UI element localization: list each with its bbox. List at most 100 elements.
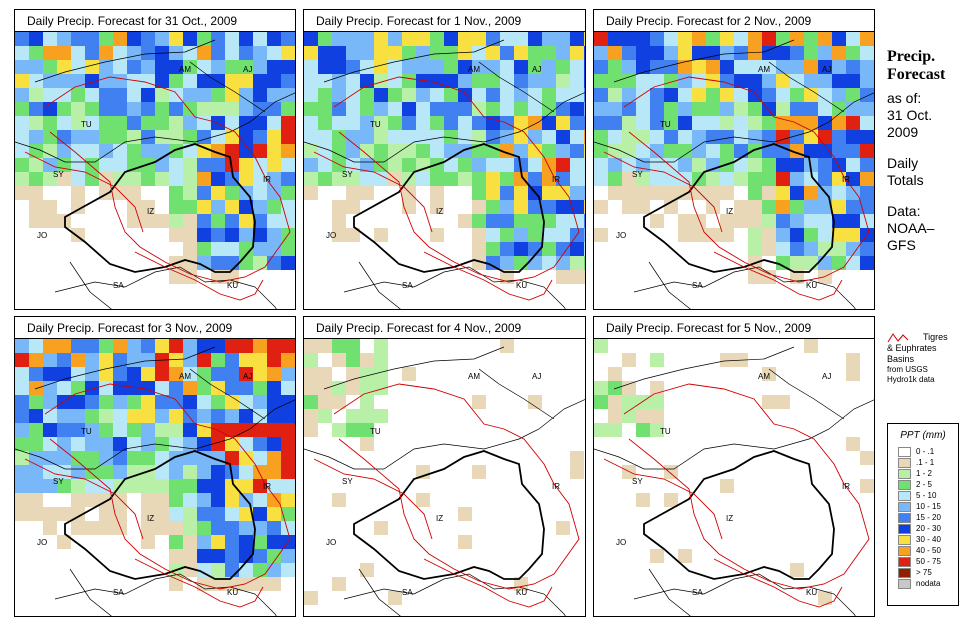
precip-cell bbox=[636, 116, 650, 130]
precip-cell bbox=[99, 158, 113, 172]
precip-cell bbox=[388, 116, 402, 130]
precip-cell bbox=[608, 144, 622, 158]
precip-cell bbox=[430, 116, 444, 130]
precip-cell bbox=[155, 423, 169, 437]
country-border bbox=[358, 568, 401, 616]
precip-cell bbox=[57, 339, 71, 353]
precip-cell bbox=[678, 228, 692, 242]
precip-cell bbox=[860, 130, 874, 144]
precip-cell bbox=[127, 144, 141, 158]
precip-cell bbox=[225, 88, 239, 102]
precip-cell bbox=[197, 88, 211, 102]
map-svg: AM AJ TU SY IR JO SA KU IZ bbox=[594, 339, 874, 616]
precip-cell bbox=[281, 353, 295, 367]
precip-cell bbox=[734, 88, 748, 102]
precip-cell bbox=[584, 102, 585, 116]
forecast-panel-4: Daily Precip. Forecast for 3 Nov., 2009 … bbox=[14, 316, 296, 617]
precip-cell bbox=[15, 102, 29, 116]
precip-cell bbox=[155, 437, 169, 451]
panel-title: Daily Precip. Forecast for 3 Nov., 2009 bbox=[15, 317, 295, 339]
precip-cell bbox=[15, 74, 29, 88]
precip-cell bbox=[650, 116, 664, 130]
precip-cell bbox=[197, 102, 211, 116]
precip-cell bbox=[71, 521, 85, 535]
precip-cell bbox=[556, 200, 570, 214]
precip-cell bbox=[85, 409, 99, 423]
precip-cell bbox=[267, 493, 281, 507]
basin-outline bbox=[333, 76, 580, 283]
precip-cell bbox=[43, 367, 57, 381]
precip-cell bbox=[500, 242, 514, 256]
precip-cell bbox=[304, 409, 318, 423]
precip-cell bbox=[584, 242, 585, 256]
precip-cell bbox=[183, 88, 197, 102]
precip-cell bbox=[776, 172, 790, 186]
precip-cell bbox=[99, 409, 113, 423]
precip-cell bbox=[748, 200, 762, 214]
basin-outline bbox=[713, 558, 843, 608]
precip-cell bbox=[253, 465, 267, 479]
precip-cell bbox=[113, 423, 127, 437]
precip-cell bbox=[594, 423, 608, 437]
precip-cell bbox=[141, 423, 155, 437]
precip-cell bbox=[57, 367, 71, 381]
precip-cell bbox=[127, 409, 141, 423]
precip-cell bbox=[570, 144, 584, 158]
precip-cell bbox=[374, 367, 388, 381]
precip-cell bbox=[776, 74, 790, 88]
precip-cell bbox=[225, 367, 239, 381]
precip-cell bbox=[360, 381, 374, 395]
ppt-legend-title: PPT (mm) bbox=[900, 430, 946, 441]
precip-cell bbox=[692, 102, 706, 116]
precip-cell bbox=[29, 102, 43, 116]
precip-cell bbox=[346, 172, 360, 186]
precip-cell bbox=[346, 60, 360, 74]
precip-cell bbox=[542, 46, 556, 60]
precip-cell bbox=[281, 186, 295, 200]
precip-cell bbox=[141, 353, 155, 367]
precip-cell bbox=[706, 144, 720, 158]
precip-cell bbox=[790, 158, 804, 172]
precip-cell bbox=[239, 381, 253, 395]
precip-cell bbox=[444, 116, 458, 130]
country-border bbox=[34, 39, 216, 83]
daily-line2: Totals bbox=[887, 172, 924, 188]
precip-cell bbox=[832, 116, 846, 130]
precip-cell bbox=[594, 130, 608, 144]
precip-cell bbox=[608, 88, 622, 102]
legend-swatch bbox=[898, 457, 911, 468]
precip-cell bbox=[183, 395, 197, 409]
precip-cell bbox=[239, 116, 253, 130]
precip-cell bbox=[29, 437, 43, 451]
precip-cell bbox=[402, 102, 416, 116]
precip-cell bbox=[542, 256, 556, 270]
precip-cell bbox=[584, 116, 585, 130]
precip-cell bbox=[514, 88, 528, 102]
country-border bbox=[323, 39, 505, 83]
precip-cell bbox=[472, 200, 486, 214]
precip-cell bbox=[444, 158, 458, 172]
precip-cell bbox=[650, 46, 664, 60]
legend-label: .1 - 1 bbox=[916, 458, 935, 467]
precip-map: AM AJ TU SY IR JO SA KU IZ bbox=[304, 32, 585, 309]
precip-cell bbox=[734, 130, 748, 144]
precip-cell bbox=[542, 74, 556, 88]
precip-cell bbox=[57, 172, 71, 186]
precip-map: AM AJ TU SY IR JO SA KU IZ bbox=[594, 32, 874, 309]
precip-cell bbox=[127, 102, 141, 116]
basin-outline bbox=[134, 558, 264, 608]
precip-cell bbox=[127, 60, 141, 74]
precip-cell bbox=[29, 353, 43, 367]
precip-cell bbox=[528, 200, 542, 214]
precip-cell bbox=[281, 479, 295, 493]
precip-cell bbox=[169, 158, 183, 172]
country-label: AM bbox=[468, 372, 480, 381]
precip-cell bbox=[570, 214, 584, 228]
country-border bbox=[768, 368, 845, 420]
precip-cell bbox=[211, 46, 225, 60]
precip-cell bbox=[486, 186, 500, 200]
precip-cell bbox=[57, 479, 71, 493]
basin-outline bbox=[313, 151, 433, 233]
precip-cell bbox=[832, 214, 846, 228]
precip-cell bbox=[528, 395, 542, 409]
